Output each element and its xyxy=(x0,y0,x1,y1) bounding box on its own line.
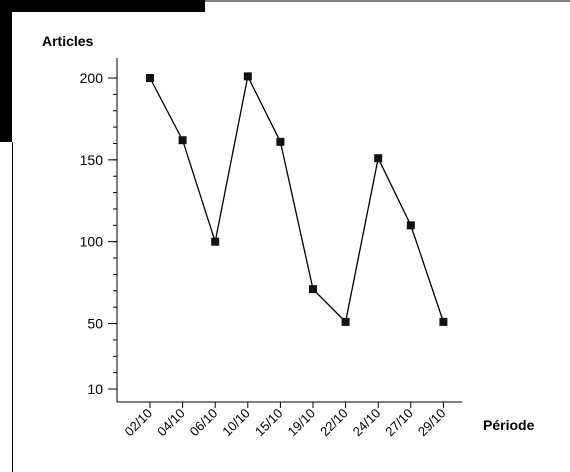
data-point-marker xyxy=(211,237,220,246)
x-tick-label: 19/10 xyxy=(285,406,319,440)
y-tick-label: 10 xyxy=(87,381,103,397)
series-markers xyxy=(146,72,448,326)
series-line-segment xyxy=(247,76,281,143)
x-tick-label: 27/10 xyxy=(382,406,416,440)
y-major-ticks xyxy=(108,77,117,390)
data-point-marker xyxy=(406,221,415,230)
series-line-segment xyxy=(149,77,184,141)
series-line-segment xyxy=(377,157,412,226)
y-tick-label: 150 xyxy=(80,152,104,168)
y-axis-title: Articles xyxy=(42,33,94,49)
data-point-marker xyxy=(243,72,252,81)
data-point-marker xyxy=(374,154,383,163)
x-tick-labels: 02/1004/1006/1010/1015/1019/1022/1024/10… xyxy=(122,406,449,440)
x-tick-label: 10/10 xyxy=(219,406,253,440)
x-tick-label: 29/10 xyxy=(415,406,449,440)
y-tick-label: 100 xyxy=(80,234,104,250)
y-tick-labels: 10 50 100 150 200 xyxy=(80,70,104,397)
series-lines xyxy=(149,76,445,323)
frame-black-bar xyxy=(0,0,205,12)
data-point-marker xyxy=(276,137,285,146)
x-tick-label: 24/10 xyxy=(350,406,384,440)
y-minor-ticks xyxy=(113,77,117,390)
data-point-marker xyxy=(309,285,317,294)
x-tick-label: 02/10 xyxy=(122,406,156,440)
data-point-marker xyxy=(178,136,187,145)
x-tick-label: 15/10 xyxy=(252,406,286,440)
series-line-segment xyxy=(312,288,347,323)
series-line-segment xyxy=(181,140,216,242)
series-line-segment xyxy=(344,158,379,323)
series-line-segment xyxy=(410,225,445,323)
data-point-marker xyxy=(341,317,350,326)
x-tick-label: 04/10 xyxy=(154,406,188,440)
x-axis-title: Période xyxy=(483,417,535,433)
x-ticks xyxy=(149,402,444,408)
x-tick-label: 22/10 xyxy=(317,406,351,440)
y-tick-label: 200 xyxy=(80,70,104,86)
data-point-marker xyxy=(439,317,448,326)
frame-left-bar xyxy=(0,0,12,142)
y-tick-label: 50 xyxy=(87,316,103,332)
series-line-segment xyxy=(279,141,314,290)
x-tick-label: 06/10 xyxy=(187,406,221,440)
series-line-segment xyxy=(214,76,249,242)
data-point-marker xyxy=(146,74,154,82)
